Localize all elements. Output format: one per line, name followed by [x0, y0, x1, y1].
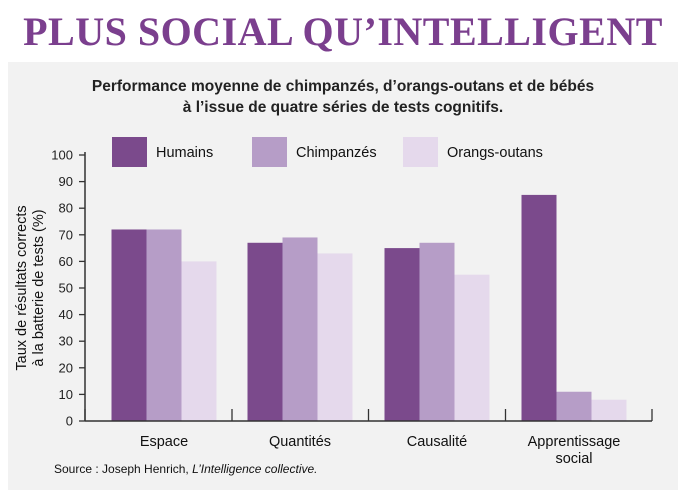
bar-1-4 [521, 194, 557, 421]
y-tick-label-20: 20 [59, 360, 73, 375]
bar-2-1 [146, 229, 182, 421]
legend-label-2: Chimpanzés [296, 145, 377, 161]
chart-subtitle: Performance moyenne de chimpanzés, d’ora… [60, 76, 626, 118]
y-tick-label-10: 10 [59, 387, 73, 402]
chart-subtitle-line-2: à l’issue de quatre séries de tests cogn… [182, 99, 504, 116]
legend-label-3: Orangs-outans [447, 145, 543, 161]
source-prefix: Source : Joseph Henrich, [54, 462, 193, 476]
x-tick-label-1: Espace [140, 434, 188, 450]
bar-2-3 [419, 242, 455, 421]
source-book-title: L’Intelligence collective. [192, 462, 318, 476]
y-tick-label-0: 0 [66, 414, 73, 429]
y-tick-label-40: 40 [59, 307, 73, 322]
page-title: PLUS SOCIAL QU’INTELLIGENT [23, 9, 663, 54]
chart-subtitle-line-1: Performance moyenne de chimpanzés, d’ora… [91, 78, 595, 95]
y-tick-label-90: 90 [59, 174, 73, 189]
bar-1-1 [111, 229, 147, 421]
legend-label-1: Humains [156, 145, 213, 161]
bar-2-4 [556, 391, 592, 421]
y-tick-label-100: 100 [51, 148, 73, 163]
bar-1-3 [384, 248, 420, 421]
x-tick-label-3: Causalité [407, 434, 467, 450]
bar-2-2 [282, 237, 318, 421]
bar-3-4 [591, 399, 627, 421]
x-tick-label-2: Quantités [269, 434, 331, 450]
bar-3-1 [181, 261, 217, 421]
bar-1-2 [247, 242, 283, 421]
legend-swatch-1 [112, 137, 147, 167]
y-tick-label-50: 50 [59, 281, 73, 296]
y-tick-label-80: 80 [59, 201, 73, 216]
y-tick-label-70: 70 [59, 227, 73, 242]
bar-3-3 [454, 274, 490, 421]
x-tick-label-4: Apprentissage social [528, 434, 621, 467]
bar-3-2 [317, 253, 353, 421]
legend-swatch-2 [252, 137, 287, 167]
y-tick-label-30: 30 [59, 334, 73, 349]
source-note: Source : Joseph Henrich, L’Intelligence … [54, 462, 318, 476]
legend-swatch-3 [403, 137, 438, 167]
y-axis-label: Taux de résultats correctsà la batterie … [14, 205, 47, 370]
y-tick-label-60: 60 [59, 254, 73, 269]
